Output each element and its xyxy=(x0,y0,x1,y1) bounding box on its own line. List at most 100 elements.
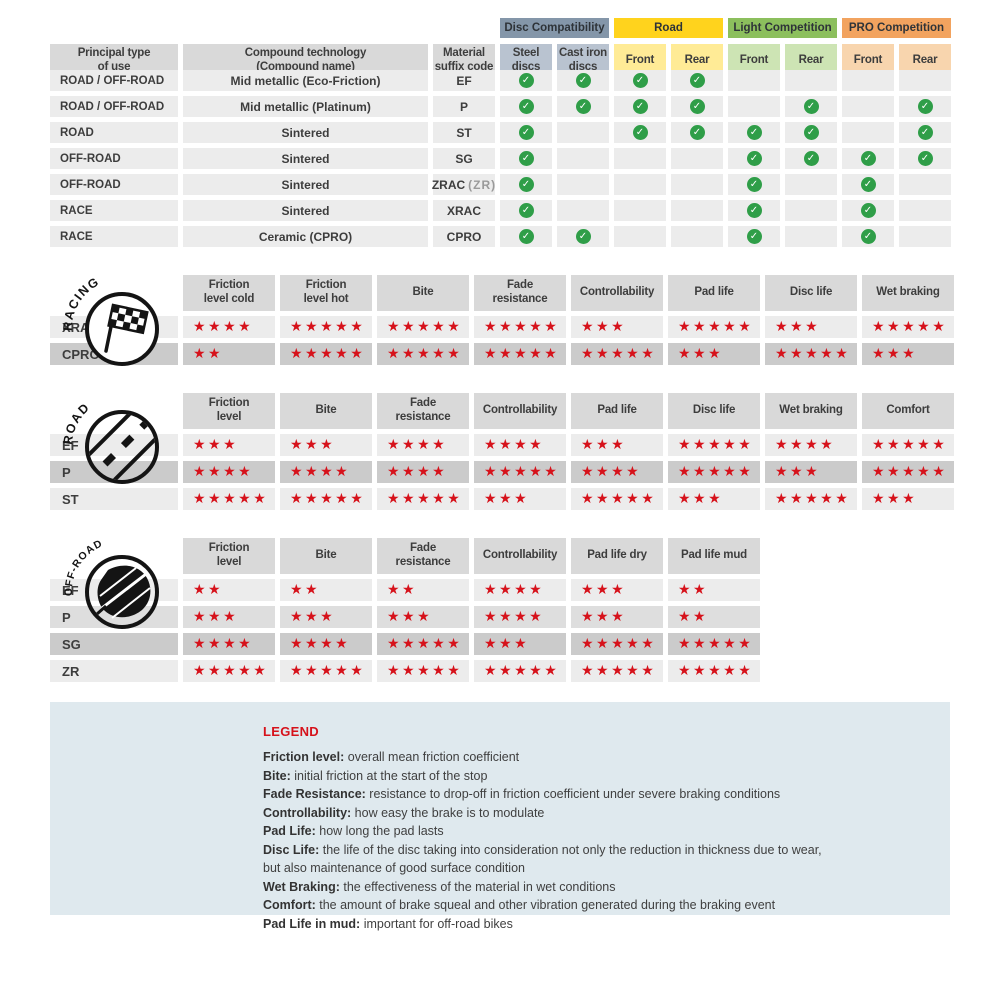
compat-cell xyxy=(671,174,723,195)
suffix-code-alt: (ZR) xyxy=(468,177,497,192)
legend-item: Pad Life in mud: important for off-road … xyxy=(263,915,930,934)
star-rating: ★★★ xyxy=(872,491,918,507)
rating-cell: ★★★★★ xyxy=(377,633,469,655)
rating-cell: ★★★★★ xyxy=(280,343,372,365)
rating-cell: ★★★ xyxy=(668,488,760,510)
rating-cell: ★★★★★ xyxy=(668,434,760,456)
star-rating: ★★ xyxy=(193,582,224,598)
legend-desc: overall mean friction coefficient xyxy=(344,750,520,764)
row-label: P xyxy=(50,461,178,483)
star-rating: ★★★ xyxy=(193,609,239,625)
star-rating: ★★★★★ xyxy=(484,663,560,679)
rating-cell: ★★★★ xyxy=(377,461,469,483)
compat-cell xyxy=(671,200,723,221)
suffix-code-cell: XRAC xyxy=(433,200,495,221)
rating-cell: ★★★★ xyxy=(183,633,275,655)
compat-cell: ✓ xyxy=(500,122,552,143)
check-icon: ✓ xyxy=(746,177,762,192)
row-label: SG xyxy=(50,633,178,655)
check-icon: ✓ xyxy=(746,203,762,218)
compat-cell: ✓ xyxy=(842,200,894,221)
check-icon: ✓ xyxy=(518,73,534,88)
compat-cell: ✓ xyxy=(728,122,780,143)
group-header: Light Competition xyxy=(728,18,837,38)
legend-items: Friction level: overall mean friction co… xyxy=(263,748,930,933)
legend-desc: the amount of brake squeal and other vib… xyxy=(315,898,776,912)
compat-cell xyxy=(899,200,951,221)
suffix-code-cell: EF xyxy=(433,70,495,91)
row-label: ST xyxy=(50,488,178,510)
star-rating: ★★ xyxy=(193,346,224,362)
use-type-cell: ROAD xyxy=(50,122,178,143)
legend-item: Disc Life: the life of the disc taking i… xyxy=(263,841,930,860)
column-header: Friction level cold xyxy=(183,275,275,311)
check-icon: ✓ xyxy=(860,177,876,192)
compat-cell: ✓ xyxy=(842,148,894,169)
star-rating: ★★★ xyxy=(581,609,627,625)
legend-desc: but also maintenance of good surface con… xyxy=(263,861,525,875)
star-rating: ★★★★★ xyxy=(581,663,657,679)
column-header: Pad life xyxy=(571,393,663,429)
compat-cell xyxy=(842,70,894,91)
compat-cell: ✓ xyxy=(785,148,837,169)
star-rating: ★★★★ xyxy=(484,609,545,625)
suffix-code-cell: CPRO xyxy=(433,226,495,247)
rating-cell: ★★★★★ xyxy=(668,660,760,682)
rating-cell: ★★★★ xyxy=(474,434,566,456)
compat-cell: ✓ xyxy=(500,70,552,91)
legend-term: Bite: xyxy=(263,768,291,783)
check-icon: ✓ xyxy=(803,125,819,140)
check-icon: ✓ xyxy=(632,73,648,88)
legend-desc: the effectiveness of the material in wet… xyxy=(339,879,616,894)
compound-tech-cell: Sintered xyxy=(183,200,428,221)
star-rating: ★★★★★ xyxy=(193,491,269,507)
legend-desc: initial friction at the start of the sto… xyxy=(290,768,488,783)
rating-cell: ★★★★★ xyxy=(474,461,566,483)
compat-cell xyxy=(785,200,837,221)
column-header: Controllability xyxy=(474,393,566,429)
rating-cell: ★★★ xyxy=(765,316,857,338)
column-header: Fade resistance xyxy=(474,275,566,311)
offroad-section: OFF-ROAD Friction level Bite Fade resistan… xyxy=(50,538,1000,682)
rating-cell: ★★★ xyxy=(571,606,663,628)
star-rating: ★★★★★ xyxy=(678,319,754,335)
rating-cell: ★★★★★ xyxy=(183,488,275,510)
rating-cell: ★★★★★ xyxy=(280,660,372,682)
compound-tech-cell: Sintered xyxy=(183,148,428,169)
compat-cell: ✓ xyxy=(728,148,780,169)
star-rating: ★★ xyxy=(678,609,709,625)
check-icon: ✓ xyxy=(860,151,876,166)
star-rating: ★★★★★ xyxy=(581,491,657,507)
star-rating: ★★★★★ xyxy=(387,346,463,362)
star-rating: ★★★ xyxy=(484,636,530,652)
use-type-cell: OFF-ROAD xyxy=(50,148,178,169)
rating-cell: ★★★ xyxy=(668,343,760,365)
compat-cell xyxy=(557,148,609,169)
check-icon: ✓ xyxy=(518,229,534,244)
check-icon: ✓ xyxy=(917,125,933,140)
star-rating: ★★★★★ xyxy=(581,636,657,652)
compat-cell: ✓ xyxy=(842,226,894,247)
star-rating: ★★★★★ xyxy=(290,319,366,335)
star-rating: ★★★★★ xyxy=(872,437,948,453)
star-rating: ★★★ xyxy=(872,346,918,362)
rating-cell: ★★★★★ xyxy=(668,633,760,655)
column-header: Wet braking xyxy=(862,275,954,311)
offroad-table: Friction level Bite Fade resistance Control… xyxy=(50,538,1000,682)
star-rating: ★★★ xyxy=(581,437,627,453)
compat-cell xyxy=(614,200,666,221)
check-icon: ✓ xyxy=(746,229,762,244)
compat-cell: ✓ xyxy=(500,200,552,221)
column-header: Pad life dry xyxy=(571,538,663,574)
star-rating: ★★★ xyxy=(678,346,724,362)
compat-cell xyxy=(614,148,666,169)
rating-cell: ★★★ xyxy=(183,434,275,456)
rating-cell: ★★ xyxy=(668,606,760,628)
rating-cell: ★★★ xyxy=(862,488,954,510)
check-icon: ✓ xyxy=(518,125,534,140)
star-rating: ★★★★★ xyxy=(290,491,366,507)
rating-cell: ★★★ xyxy=(862,343,954,365)
check-icon: ✓ xyxy=(746,151,762,166)
use-type-cell: ROAD / OFF-ROAD xyxy=(50,96,178,117)
row-label: ZR xyxy=(50,660,178,682)
